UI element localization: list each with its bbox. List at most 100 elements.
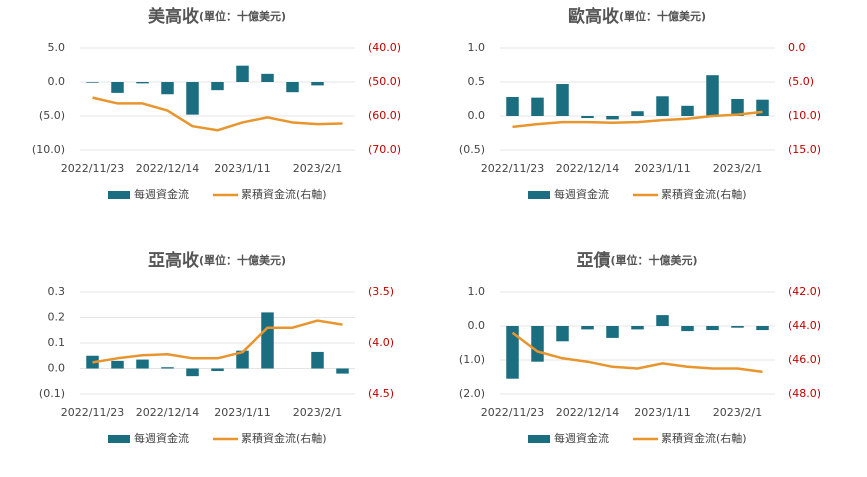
bar bbox=[211, 82, 224, 91]
title-main: 亞高收 bbox=[148, 250, 199, 271]
bar bbox=[731, 99, 744, 116]
bar bbox=[86, 82, 99, 83]
bar bbox=[261, 73, 274, 82]
y-tick-label: 0.1 bbox=[48, 336, 66, 349]
bar bbox=[606, 116, 619, 120]
bar bbox=[261, 312, 274, 369]
bar bbox=[656, 315, 669, 326]
legend-label: 累積資金流(右軸) bbox=[241, 187, 327, 201]
y2-tick-label: (15.0) bbox=[788, 143, 821, 156]
y-tick-label: 0.2 bbox=[48, 311, 66, 324]
x-tick-label: 2023/1/11 bbox=[634, 162, 690, 175]
x-tick-label: 2023/1/11 bbox=[214, 406, 270, 419]
bar bbox=[236, 65, 249, 82]
bar bbox=[111, 360, 124, 369]
x-tick-label: 2023/2/1 bbox=[293, 162, 342, 175]
title-main: 亞債 bbox=[576, 250, 610, 271]
title-unit: (單位：十億美元) bbox=[610, 253, 697, 267]
x-tick-label: 2023/1/11 bbox=[214, 162, 270, 175]
bar bbox=[606, 326, 619, 338]
chart-title: 亞高收(單位：十億美元) bbox=[148, 250, 286, 271]
bar bbox=[556, 326, 569, 342]
bar bbox=[286, 82, 299, 93]
x-tick-label: 2022/11/23 bbox=[481, 162, 544, 175]
y-tick-label: (0.5) bbox=[459, 143, 485, 156]
title-unit: (單位：十億美元) bbox=[619, 9, 706, 23]
chart-title: 美高收(單位：十億美元) bbox=[148, 6, 286, 27]
bar bbox=[236, 350, 249, 369]
bar bbox=[311, 82, 324, 86]
chart-panel: 歐高收(單位：十億美元) 1.0 0.5 0.0 (0.5) 0.0 (5.0) (10.0)… bbox=[459, 6, 821, 201]
y-tick-label: 0.0 bbox=[48, 75, 66, 88]
bar bbox=[136, 82, 149, 84]
bar bbox=[706, 75, 719, 116]
title-unit: (單位：十億美元) bbox=[199, 253, 286, 267]
bar bbox=[681, 105, 694, 116]
y-tick-label: 1.0 bbox=[468, 41, 486, 54]
y-tick-label: 0.0 bbox=[468, 319, 486, 332]
x-tick-label: 2023/2/1 bbox=[713, 162, 762, 175]
legend-label: 每週資金流 bbox=[134, 431, 189, 445]
chart-title: 歐高收(單位：十億美元) bbox=[568, 6, 706, 27]
legend-label: 每週資金流 bbox=[134, 187, 189, 201]
legend-swatch bbox=[528, 191, 550, 199]
cumulative-line bbox=[511, 331, 763, 374]
y-tick-label: 0.0 bbox=[468, 109, 486, 122]
y-tick-label: (0.1) bbox=[39, 387, 65, 400]
bar bbox=[186, 368, 199, 377]
bar bbox=[336, 368, 349, 374]
bar bbox=[756, 326, 769, 331]
bar bbox=[161, 82, 174, 95]
bar bbox=[186, 82, 199, 115]
cumulative-line bbox=[92, 96, 343, 132]
x-tick-label: 2022/12/14 bbox=[136, 162, 199, 175]
y-tick-label: (1.0) bbox=[459, 353, 485, 366]
y-tick-label: 0.3 bbox=[48, 285, 66, 298]
bar bbox=[731, 326, 744, 328]
bar bbox=[506, 96, 519, 116]
x-tick-label: 2022/12/14 bbox=[136, 406, 199, 419]
y2-tick-label: (44.0) bbox=[788, 319, 821, 332]
legend-label: 累積資金流(右軸) bbox=[661, 187, 747, 201]
y-tick-label: (10.0) bbox=[32, 143, 65, 156]
bar bbox=[581, 116, 594, 119]
y2-tick-label: (10.0) bbox=[788, 109, 821, 122]
y2-tick-label: (46.0) bbox=[788, 353, 821, 366]
bar bbox=[161, 367, 174, 369]
y2-tick-label: 0.0 bbox=[788, 41, 806, 54]
bar bbox=[631, 326, 644, 330]
bar bbox=[581, 326, 594, 330]
bar bbox=[656, 96, 669, 116]
title-main: 歐高收 bbox=[568, 6, 619, 27]
bar bbox=[136, 359, 149, 369]
y-tick-label: 5.0 bbox=[48, 41, 66, 54]
y2-tick-label: (4.5) bbox=[368, 387, 394, 400]
title-unit: (單位：十億美元) bbox=[199, 9, 286, 23]
bar bbox=[556, 84, 569, 116]
cumulative-line bbox=[512, 110, 763, 129]
title-main: 美高收 bbox=[148, 6, 199, 27]
legend-swatch bbox=[528, 435, 550, 443]
x-tick-label: 2022/12/14 bbox=[556, 406, 619, 419]
y-tick-label: (5.0) bbox=[39, 109, 65, 122]
legend-swatch bbox=[108, 191, 130, 199]
bar bbox=[506, 326, 519, 379]
bar bbox=[706, 326, 719, 331]
y2-tick-label: (4.0) bbox=[368, 336, 394, 349]
y2-tick-label: (48.0) bbox=[788, 387, 821, 400]
chart-title: 亞債(單位：十億美元) bbox=[576, 250, 697, 271]
y2-tick-label: (50.0) bbox=[368, 75, 401, 88]
y2-tick-label: (70.0) bbox=[368, 143, 401, 156]
y2-tick-label: (40.0) bbox=[368, 41, 401, 54]
legend-label: 每週資金流 bbox=[554, 431, 609, 445]
bar bbox=[111, 82, 124, 93]
y2-tick-label: (5.0) bbox=[788, 75, 814, 88]
y-tick-label: 1.0 bbox=[468, 285, 486, 298]
x-tick-label: 2022/11/23 bbox=[481, 406, 544, 419]
legend-label: 每週資金流 bbox=[554, 187, 609, 201]
x-tick-label: 2022/11/23 bbox=[61, 162, 124, 175]
chart-panel: 亞高收(單位：十億美元) 0.3 0.2 0.1 0.0 (0.1) (3.5) (4.0) (… bbox=[39, 250, 394, 445]
y2-tick-label: (42.0) bbox=[788, 285, 821, 298]
bar bbox=[681, 326, 694, 332]
